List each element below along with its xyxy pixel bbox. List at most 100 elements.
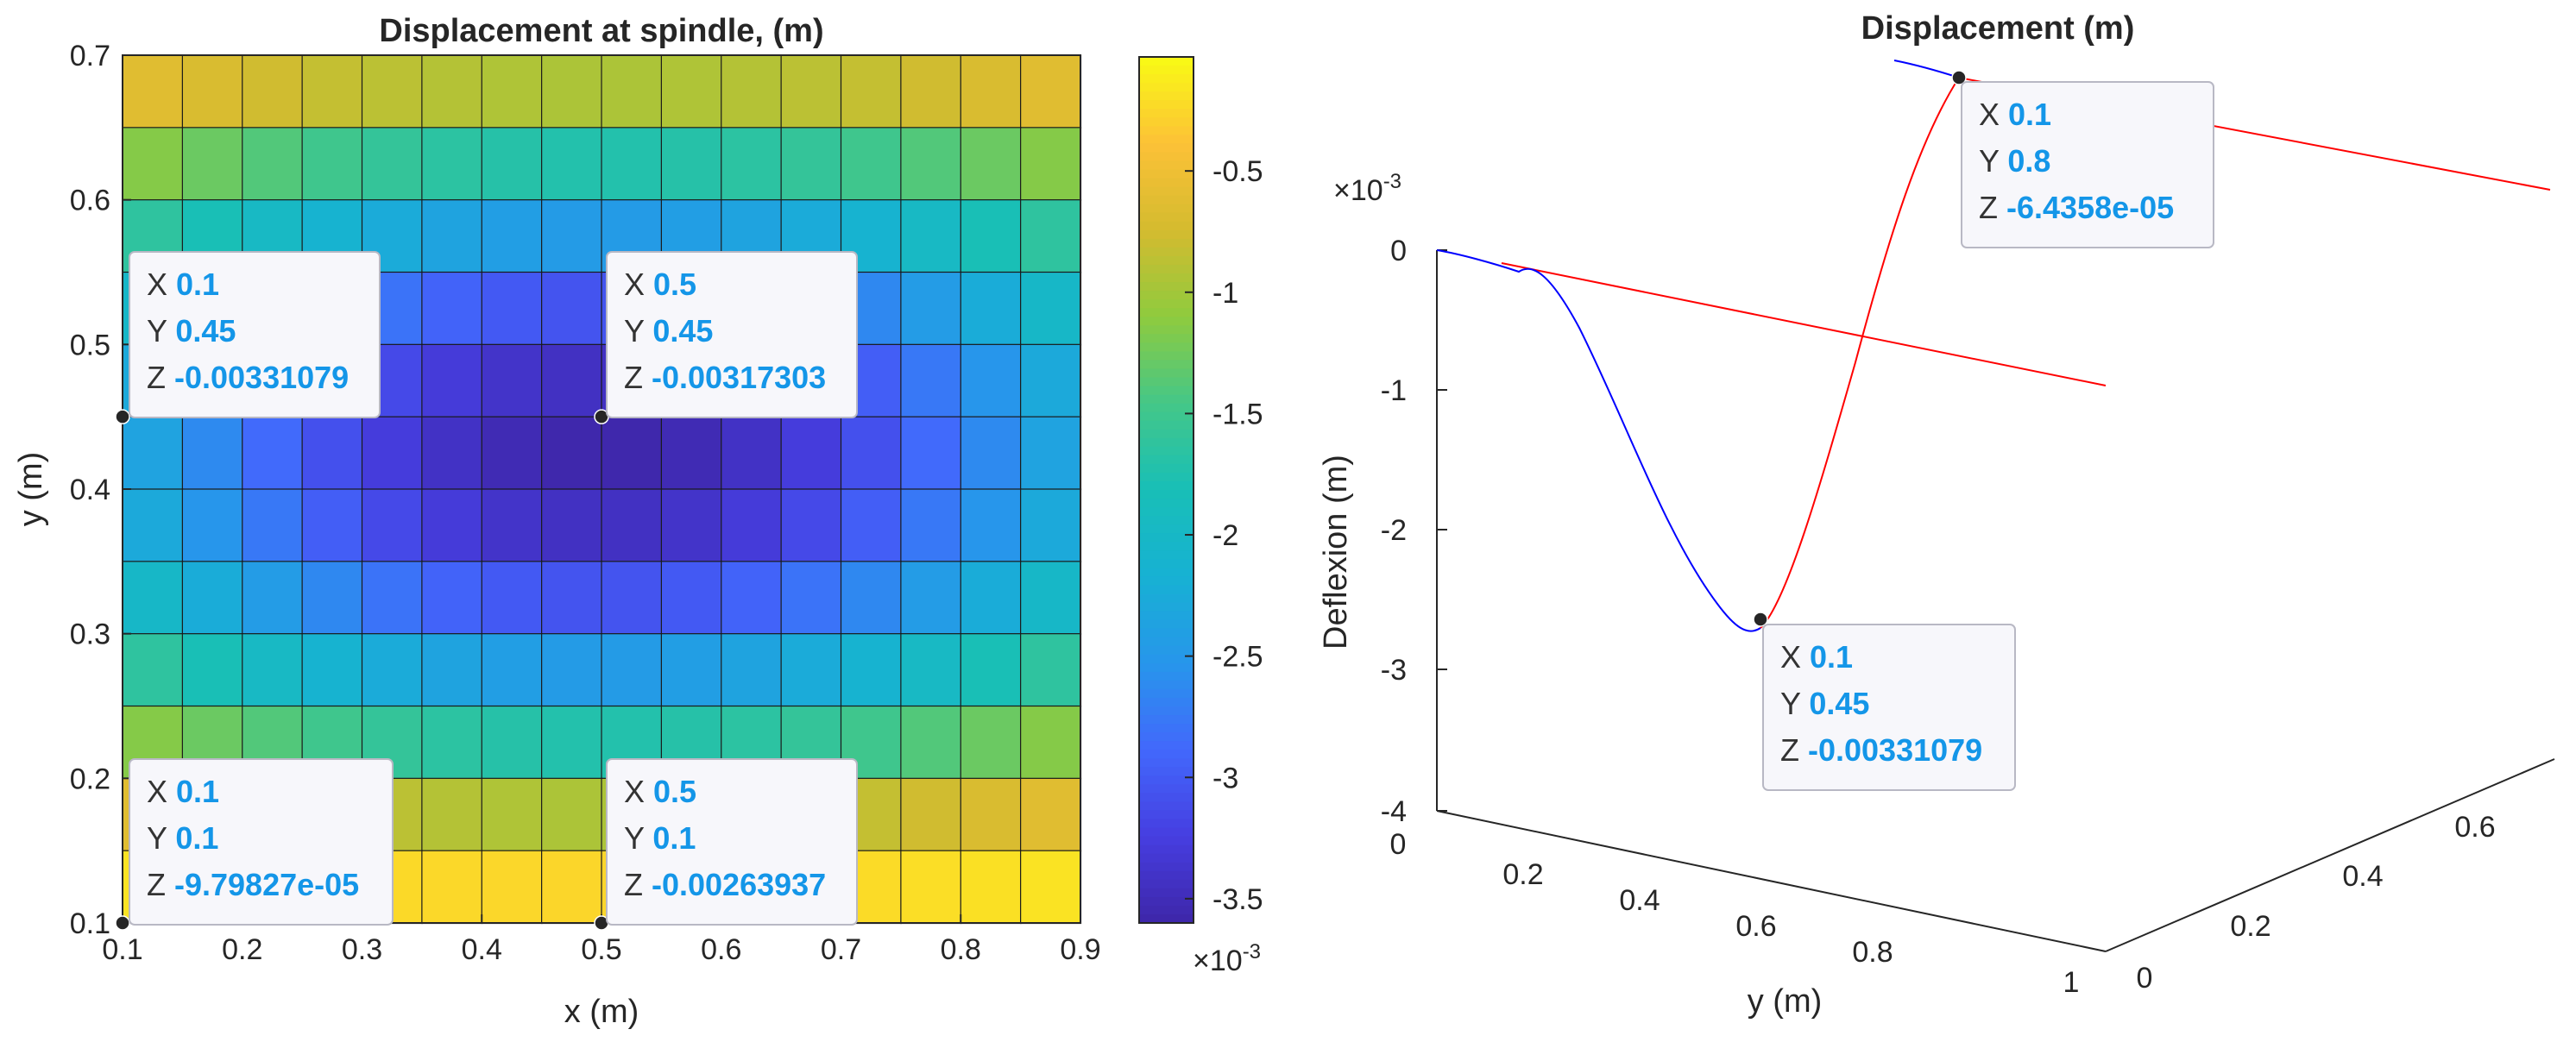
heatmap-cell bbox=[1020, 488, 1082, 562]
heatmap-cell bbox=[361, 416, 423, 491]
heatmap-cell bbox=[601, 561, 663, 635]
colorbar-segment bbox=[1139, 844, 1194, 855]
colorbar-segment bbox=[1139, 913, 1194, 924]
colorbar-segment bbox=[1139, 273, 1194, 284]
heatmap-datatip-marker[interactable] bbox=[115, 915, 130, 931]
colorbar-segment bbox=[1139, 66, 1194, 76]
datatip-value: 0.1 bbox=[652, 820, 696, 856]
colorbar-segment bbox=[1139, 480, 1194, 491]
heatmap-cell bbox=[960, 416, 1022, 491]
heatmap-cell bbox=[1020, 127, 1082, 201]
heatmap-cell bbox=[900, 633, 962, 707]
heatmap-datatip-marker[interactable] bbox=[115, 409, 130, 424]
heatmap-cell bbox=[840, 54, 902, 129]
colorbar-segment bbox=[1139, 100, 1194, 110]
colorbar bbox=[1139, 57, 1194, 924]
colorbar-segment bbox=[1139, 463, 1194, 474]
colorbar-segment bbox=[1139, 186, 1194, 197]
datatip-box[interactable] bbox=[1961, 81, 2214, 248]
datatip-row: Y 0.1 bbox=[624, 820, 696, 856]
colorbar-segment bbox=[1139, 862, 1194, 872]
line3d-x-tick-label: 0.4 bbox=[2342, 860, 2383, 893]
datatip-row: Z -6.4358e-05 bbox=[1979, 190, 2174, 225]
heatmap-cell bbox=[541, 271, 603, 346]
datatip-key: X bbox=[147, 774, 176, 809]
heatmap-cell bbox=[361, 127, 423, 201]
datatip-box[interactable] bbox=[129, 251, 381, 418]
colorbar-segment bbox=[1139, 524, 1194, 535]
colorbar-segment bbox=[1139, 602, 1194, 612]
colorbar-segment bbox=[1139, 386, 1194, 396]
heatmap-cell bbox=[721, 488, 783, 562]
colorbar-multiplier-base: ×10 bbox=[1193, 945, 1243, 977]
line3d-z-ticks: 0 -1 -2 -3 -4 bbox=[1381, 235, 1447, 828]
heatmap-cell bbox=[301, 416, 363, 491]
line3d-x-tick-label: 0 bbox=[2137, 962, 2153, 995]
heatmap-cell bbox=[122, 127, 184, 201]
colorbar-segment bbox=[1139, 325, 1194, 336]
datatip-value: -0.00331079 bbox=[174, 360, 349, 395]
heatmap-cell bbox=[122, 561, 184, 635]
line3d-x-axis bbox=[2105, 758, 2555, 952]
heatmap-y-tick-label: 0.6 bbox=[70, 185, 110, 217]
colorbar-segment bbox=[1139, 204, 1194, 214]
datatip-row: X 0.1 bbox=[147, 267, 219, 302]
heatmap-cell bbox=[181, 488, 243, 562]
colorbar-segment bbox=[1139, 853, 1194, 863]
line3d-y-tick-label: 1 bbox=[2063, 966, 2080, 999]
colorbar-tick-label: -3.5 bbox=[1212, 883, 1263, 916]
heatmap-cell bbox=[960, 705, 1022, 780]
colorbar-segment bbox=[1139, 334, 1194, 344]
datatip-key: Z bbox=[1780, 732, 1808, 768]
heatmap-cell bbox=[481, 561, 543, 635]
datatip-row: Y 0.45 bbox=[1780, 686, 1869, 721]
heatmap-cell bbox=[421, 488, 483, 562]
line3d-datatip-marker[interactable] bbox=[1951, 70, 1967, 85]
heatmap-cell bbox=[721, 416, 783, 491]
heatmap-cell bbox=[780, 54, 842, 129]
colorbar-segment bbox=[1139, 437, 1194, 448]
colorbar-segment bbox=[1139, 212, 1194, 223]
heatmap-cell bbox=[900, 199, 962, 273]
heatmap-cell bbox=[481, 127, 543, 201]
datatip-box[interactable] bbox=[129, 758, 394, 926]
heatmap-y-label: y (m) bbox=[13, 452, 49, 527]
colorbar-segment bbox=[1139, 308, 1194, 318]
heatmap-cell bbox=[122, 488, 184, 562]
line3d-y-tick-label: 0.6 bbox=[1735, 910, 1776, 943]
heatmap-cell bbox=[541, 777, 603, 852]
colorbar-segment bbox=[1139, 879, 1194, 889]
colorbar-segment bbox=[1139, 117, 1194, 128]
line3d-datatip-marker[interactable] bbox=[1753, 612, 1768, 627]
heatmap-cell bbox=[181, 416, 243, 491]
datatip-value: -9.79827e-05 bbox=[174, 867, 359, 902]
line3d-z-multiplier: ×10-3 bbox=[1333, 170, 1401, 207]
datatip-key: X bbox=[1979, 97, 2008, 132]
heatmap-cell bbox=[660, 54, 722, 129]
colorbar-segment bbox=[1139, 455, 1194, 465]
datatip-row: Y 0.8 bbox=[1979, 143, 2050, 179]
colorbar-segment bbox=[1139, 688, 1194, 699]
colorbar-segment bbox=[1139, 74, 1194, 85]
heatmap-cell bbox=[242, 416, 304, 491]
colorbar-segment bbox=[1139, 550, 1194, 561]
colorbar-segment bbox=[1139, 291, 1194, 301]
heatmap-x-tick-label: 0.7 bbox=[821, 933, 861, 966]
heatmap-x-tick-label: 0.1 bbox=[102, 933, 142, 966]
line3d-title: Displacement (m) bbox=[1861, 10, 2135, 47]
colorbar-segment bbox=[1139, 706, 1194, 717]
datatip-box[interactable] bbox=[606, 758, 858, 926]
colorbar-segment bbox=[1139, 542, 1194, 552]
datatip-row: X 0.1 bbox=[1780, 639, 1853, 675]
heatmap-y-tick-label: 0.1 bbox=[70, 907, 110, 940]
heatmap-cell bbox=[900, 416, 962, 491]
heatmap-cell bbox=[541, 561, 603, 635]
colorbar-tick-label: -1 bbox=[1212, 277, 1238, 310]
line3d-z-tick-label: -3 bbox=[1381, 654, 1407, 687]
colorbar-segment bbox=[1139, 282, 1194, 292]
datatip-value: 0.5 bbox=[653, 774, 696, 809]
heatmap-cell bbox=[242, 561, 304, 635]
datatip-box[interactable] bbox=[606, 251, 858, 418]
datatip-box[interactable] bbox=[1762, 624, 2016, 791]
